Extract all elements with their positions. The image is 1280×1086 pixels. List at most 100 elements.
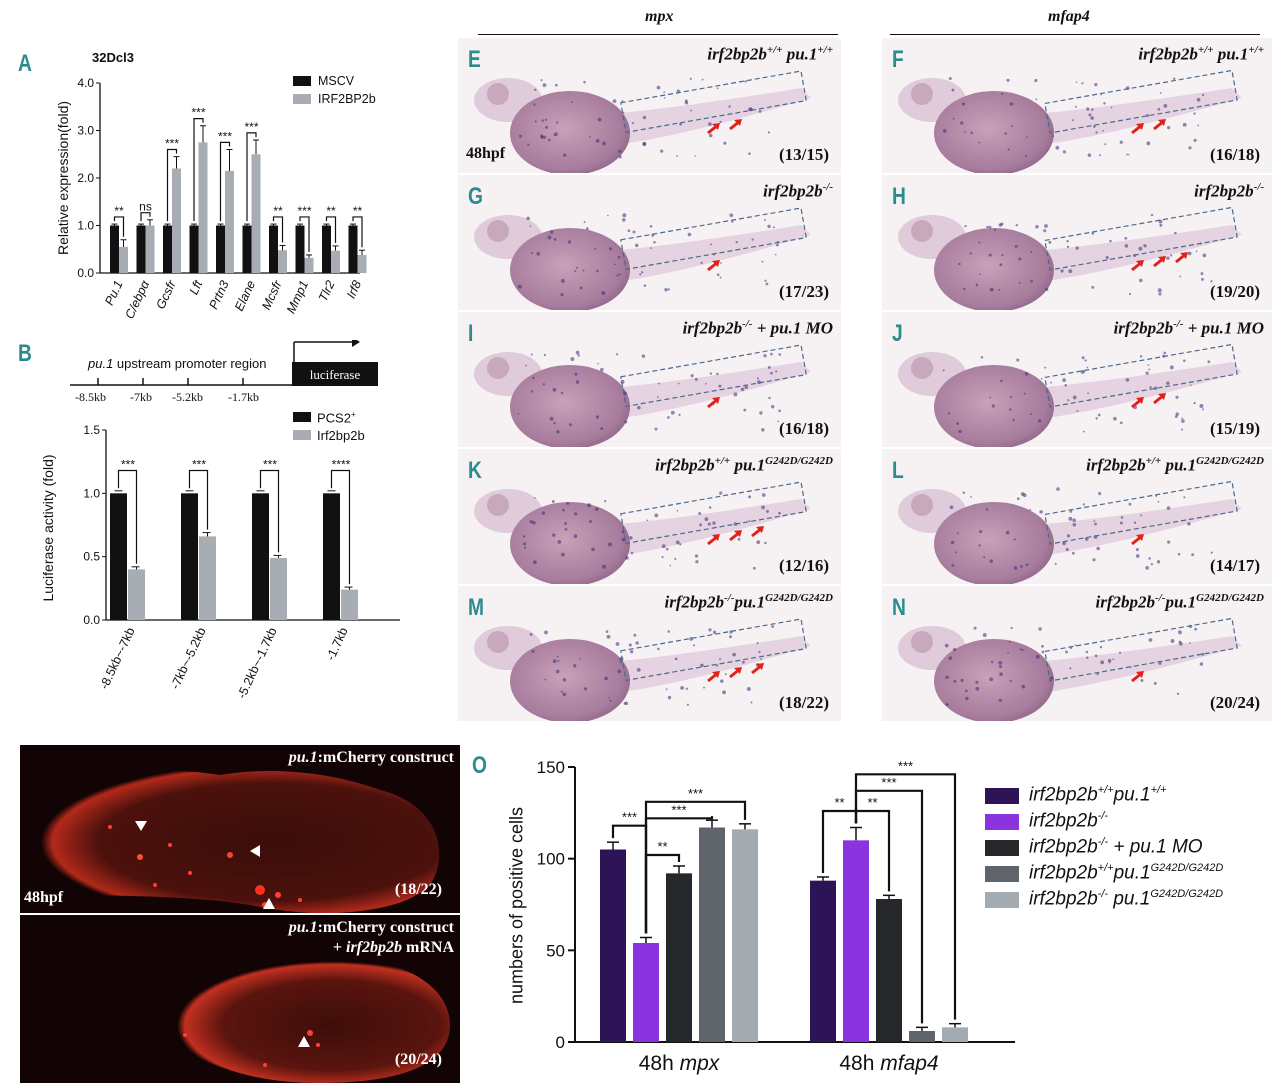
- stain-dot: [975, 283, 979, 287]
- panel-label-n: N: [892, 594, 906, 621]
- genotype-mid: + pu.1 MO: [1183, 318, 1264, 338]
- stain-dot: [1140, 679, 1144, 682]
- stain-dot: [1187, 251, 1192, 256]
- stain-dot: [1052, 135, 1054, 137]
- stain-dot: [775, 370, 778, 373]
- legend-o-part: irf2bp2b: [1029, 836, 1098, 858]
- promoter-position-3: -5.2kb: [172, 390, 203, 404]
- stain-dot: [629, 650, 634, 654]
- stain-dot: [699, 523, 703, 527]
- stain-dot: [1075, 81, 1078, 83]
- genotype-sup2: +/+: [1248, 44, 1264, 56]
- stain-dot: [1086, 656, 1089, 659]
- stain-dot: [589, 519, 592, 523]
- stain-dot: [1065, 547, 1069, 552]
- stain-dot: [678, 413, 681, 417]
- stain-dot: [1197, 124, 1200, 127]
- stain-dot: [1084, 359, 1087, 362]
- stain-dot: [720, 679, 724, 683]
- stain-dot: [564, 522, 567, 526]
- stain-dot: [962, 491, 966, 494]
- stain-dot: [1145, 113, 1149, 117]
- stain-dot: [716, 87, 719, 90]
- stain-dot: [531, 252, 534, 255]
- stain-dot: [947, 412, 950, 415]
- stain-dot: [961, 102, 966, 106]
- stain-dot: [541, 119, 544, 122]
- stain-dot: [955, 551, 958, 554]
- sig-bracket-o-mpx-label: ***: [622, 810, 637, 825]
- stain-dot: [653, 241, 656, 244]
- stain-dot: [1091, 285, 1095, 289]
- stain-dot: [654, 427, 658, 431]
- stain-dot: [1001, 93, 1004, 96]
- stain-dot: [544, 118, 548, 121]
- panel-label-l: L: [892, 457, 904, 484]
- stain-dot: [716, 664, 719, 667]
- stain-dot: [765, 282, 769, 286]
- genotype-mid: pu.1: [730, 455, 766, 475]
- sig-label-b: ****: [332, 458, 351, 472]
- bar-a-irf2bp2b: [278, 250, 287, 273]
- embryo-image-k: [474, 481, 811, 584]
- stain-dot: [597, 117, 602, 122]
- panel-label-i: I: [468, 320, 474, 347]
- stain-dot: [1035, 225, 1039, 229]
- stain-dot: [1050, 676, 1054, 680]
- stain-dot: [627, 229, 631, 233]
- stain-dot: [694, 155, 697, 157]
- genotype-label-m: irf2bp2b-/-pu.1G242D/G242D: [665, 592, 833, 613]
- stain-dot: [556, 430, 560, 434]
- stain-dot: [1210, 551, 1213, 554]
- stain-dot: [942, 129, 947, 133]
- stain-dot: [1029, 508, 1032, 511]
- stain-dot: [770, 371, 773, 375]
- stain-dot: [564, 527, 568, 531]
- stain-dot: [1004, 132, 1007, 135]
- stain-dot: [574, 372, 578, 376]
- stain-dot: [752, 566, 756, 570]
- stain-dot: [517, 412, 520, 415]
- stain-dot: [1113, 416, 1117, 421]
- stain-dot: [748, 152, 751, 156]
- legend-o-label: irf2bp2b-/- + pu.1 MO: [1029, 836, 1203, 858]
- stain-dot: [642, 115, 647, 120]
- stain-dot: [764, 541, 767, 545]
- bar-a-irf2bp2b: [304, 257, 314, 273]
- stain-dot: [582, 269, 585, 272]
- stain-dot: [618, 273, 621, 276]
- red-arrow-head-icon: [734, 119, 742, 126]
- stain-dot: [560, 293, 564, 297]
- stain-dot: [770, 352, 773, 356]
- stain-dot: [1025, 563, 1029, 566]
- red-arrow-head-icon: [712, 260, 720, 267]
- tick-label-a-y: 4.0: [77, 76, 94, 90]
- stain-dot: [741, 660, 745, 664]
- tick-label-b-y: 0.5: [83, 550, 100, 564]
- bar-o: [876, 899, 902, 1042]
- embryo-eye: [911, 220, 933, 242]
- tick-label-a-y: 3.0: [77, 124, 94, 138]
- stain-dot: [542, 83, 547, 88]
- bar-a-mscv: [110, 225, 119, 273]
- stain-dot: [560, 391, 564, 395]
- legend-o-part: pu.1: [1113, 862, 1151, 884]
- stain-dot: [1175, 395, 1179, 399]
- genotype-mid: pu.1: [782, 44, 818, 64]
- stain-dot: [579, 658, 582, 660]
- stain-dot: [948, 656, 953, 661]
- tick-label-b-y: 1.5: [83, 423, 100, 437]
- stain-dot: [1050, 381, 1052, 384]
- embryo-yolk: [510, 502, 630, 584]
- stain-dot: [1041, 644, 1044, 648]
- red-arrow-head-icon: [1158, 119, 1166, 126]
- tick-label-b-x: -8.5kb~-7kb: [97, 625, 138, 691]
- bar-a-irf2bp2b: [119, 246, 128, 273]
- stain-dot: [1103, 102, 1106, 105]
- legend-a-label: IRF2BP2b: [318, 92, 376, 106]
- stain-dot: [707, 522, 711, 526]
- fluor-embryo-c: [20, 770, 440, 913]
- panel-label-e: E: [468, 46, 481, 73]
- sig-bracket-a: [219, 141, 231, 222]
